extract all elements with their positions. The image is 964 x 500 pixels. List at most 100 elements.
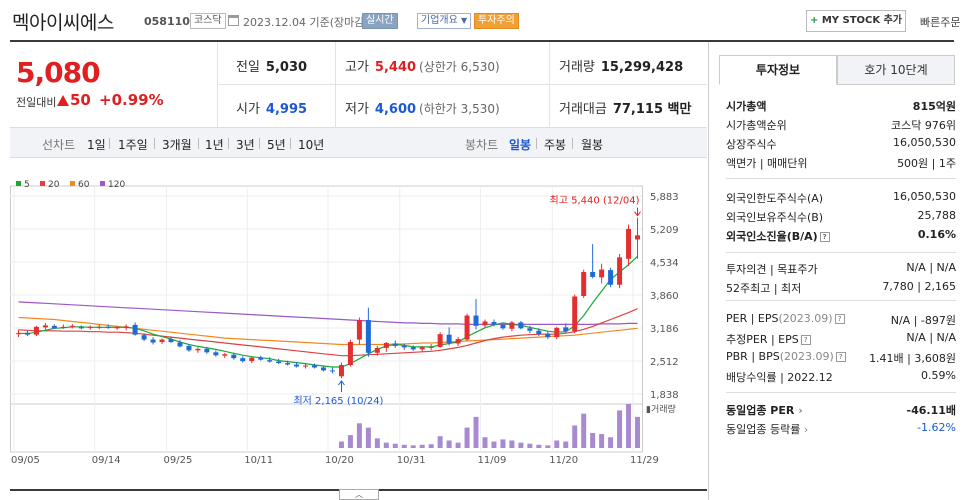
moving-average-ma120: [18, 301, 638, 325]
legend-swatch: [16, 181, 21, 186]
volume-bar: [554, 440, 560, 448]
info-row-label-text: 동일업종 PER: [726, 404, 795, 417]
volume-bar: [500, 439, 506, 448]
realtime-button[interactable]: 실시간: [362, 13, 398, 29]
price-chart[interactable]: 5,883 5,209 4,534 3,860 3,186 2,512 1,838 09/05…: [10, 172, 707, 494]
candle-body: [365, 319, 371, 353]
candle-body: [33, 326, 39, 335]
lower-limit: (하한가 3,530): [419, 102, 500, 116]
info-row-value: -46.11배: [906, 404, 956, 417]
candle-body: [222, 354, 228, 356]
chevron-right-icon[interactable]: ›: [800, 423, 809, 436]
candle-body: [276, 361, 282, 364]
candle-chart-label: 봉차트: [465, 138, 499, 152]
volume-bar: [464, 427, 470, 448]
info-row: 동일업종 등락률 › -1.62%: [726, 421, 956, 439]
candle-body: [419, 347, 425, 350]
volume-bar: [473, 416, 479, 448]
candle-body: [599, 269, 605, 278]
info-row-label-text: 시가총액: [726, 100, 767, 113]
volume-bar: [536, 444, 542, 448]
volume-bar: [599, 434, 605, 448]
period-1w[interactable]: 1주일: [118, 138, 148, 152]
low-price: 저가 4,600 (하한가 3,530): [345, 98, 500, 117]
candle-body: [267, 360, 273, 362]
info-row-label: 배당수익률 | 2022.12: [726, 369, 833, 385]
investment-warning-badge: 투자주의: [474, 13, 519, 29]
candle-body: [204, 348, 210, 353]
toolbar-divider: [290, 138, 291, 149]
help-icon[interactable]: ?: [819, 232, 830, 242]
info-row-value: 16,050,530: [893, 190, 956, 203]
candle-body: [285, 363, 291, 365]
y-tick-label: 2,512: [650, 357, 679, 368]
chevron-right-icon[interactable]: ›: [794, 404, 803, 417]
amount-value: 77,115 백만: [612, 102, 692, 117]
candle-monthly[interactable]: 월봉: [581, 138, 604, 152]
corp-overview-dropdown[interactable]: 기업개요 ▼: [417, 13, 472, 29]
x-tick-label: 09/25: [164, 455, 193, 466]
high-annotation: 최고 5,440 (12/04): [550, 195, 640, 207]
info-row-label-text: 동일업종 등락률: [726, 423, 801, 436]
tab-investment-info[interactable]: 투자정보: [719, 55, 837, 85]
info-row-label: 추정PER | EPS?: [726, 331, 811, 347]
calendar-icon: [228, 15, 239, 26]
period-3y[interactable]: 3년: [236, 138, 255, 152]
info-row-label: PER | EPS(2023.09)?: [726, 312, 845, 325]
x-tick-label: 11/29: [630, 455, 659, 466]
line-chart-label: 선차트: [42, 138, 76, 152]
period-10y[interactable]: 10년: [298, 138, 325, 152]
candle-body: [87, 326, 93, 328]
legend-label: 20: [48, 180, 60, 190]
header-divider: [10, 40, 954, 42]
candle-body: [150, 339, 156, 343]
volume-bar: [545, 445, 551, 448]
tab-orderbook[interactable]: 호가 10단계: [837, 55, 955, 85]
candle-body: [554, 327, 560, 338]
period-1y[interactable]: 1년: [205, 138, 224, 152]
help-icon[interactable]: ?: [834, 314, 845, 324]
candle-body: [626, 228, 632, 259]
candle-body: [42, 325, 48, 328]
candle-body: [473, 315, 479, 326]
info-row-label: 시가총액순위: [726, 117, 787, 133]
candle-body: [590, 272, 596, 277]
info-divider: [726, 178, 956, 179]
period-3m[interactable]: 3개월: [162, 138, 192, 152]
info-row-label: 액면가 | 매매단위: [726, 155, 808, 171]
help-icon[interactable]: ?: [835, 352, 846, 362]
change-value: 50: [70, 91, 91, 109]
legend-swatch: [100, 181, 105, 186]
candle-body: [617, 257, 623, 285]
amount-label: 거래대금: [559, 102, 607, 117]
period-1d[interactable]: 1일: [87, 138, 106, 152]
info-row-value: 500원 | 1주: [897, 157, 956, 170]
info-row: 상장주식수 16,050,530: [726, 136, 956, 154]
y-tick-label: 1,838: [650, 390, 679, 401]
up-triangle-icon: [57, 95, 69, 106]
period-toolbar: 선차트 1일 1주일 3개월 1년 3년 5년 10년 봉차트 일봉 주봉 월봉: [10, 128, 707, 158]
moving-average-ma5: [18, 255, 638, 368]
x-tick-label: 10/31: [397, 455, 426, 466]
help-icon[interactable]: ?: [800, 335, 811, 345]
info-row: PER | EPS(2023.09)? N/A | -897원: [726, 312, 956, 330]
volume-bar: [410, 445, 416, 448]
info-row: 외국인보유주식수(B) 25,788: [726, 209, 956, 227]
candle-body: [581, 272, 587, 297]
low-value: 4,600: [374, 102, 417, 117]
period-5y[interactable]: 5년: [267, 138, 286, 152]
y-tick-label: 5,209: [650, 225, 679, 236]
quick-order-link[interactable]: 빠른주문: [920, 16, 961, 29]
candle-daily[interactable]: 일봉: [509, 138, 532, 152]
candle-body: [500, 324, 506, 329]
chevron-up-icon: ︿: [355, 490, 363, 499]
candle-body: [258, 357, 264, 360]
expand-chart-button[interactable]: ︿: [339, 489, 379, 500]
info-row-label-text: PER | EPS: [726, 312, 779, 325]
add-mystock-button[interactable]: + MY STOCK 추가: [806, 10, 906, 32]
volume-bar: [491, 441, 497, 448]
trade-amount: 거래대금 77,115 백만: [559, 98, 691, 117]
info-row-label-text: 외국인소진율(B/A): [726, 230, 818, 243]
market-badge: 코스닥: [190, 13, 226, 29]
candle-weekly[interactable]: 주봉: [544, 138, 567, 152]
